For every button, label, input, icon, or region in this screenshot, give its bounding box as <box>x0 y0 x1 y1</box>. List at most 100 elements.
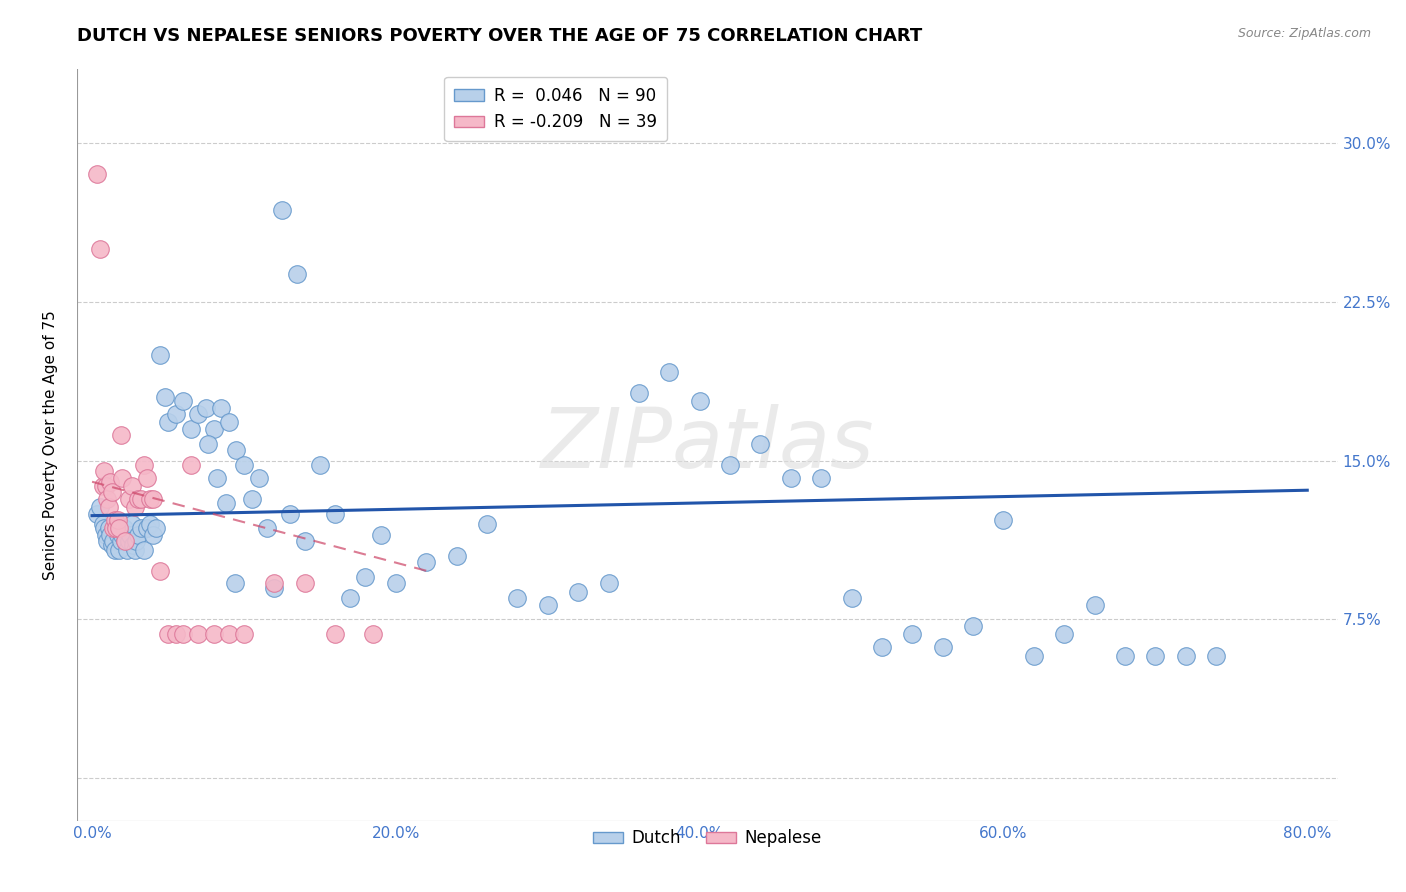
Point <box>1084 598 1107 612</box>
Point <box>209 401 232 415</box>
Point <box>202 627 225 641</box>
Point <box>263 576 285 591</box>
Point <box>224 576 246 591</box>
Point <box>118 527 141 541</box>
Point <box>294 576 316 591</box>
Point <box>111 527 134 541</box>
Text: ZIPatlas: ZIPatlas <box>540 404 875 485</box>
Point <box>218 416 240 430</box>
Point <box>537 598 560 612</box>
Point <box>104 513 127 527</box>
Point <box>117 491 139 506</box>
Text: Source: ZipAtlas.com: Source: ZipAtlas.com <box>1237 27 1371 40</box>
Point <box>841 591 863 606</box>
Point <box>108 521 131 535</box>
Point <box>97 521 120 535</box>
Point <box>779 470 801 484</box>
Point <box>142 491 165 506</box>
Point <box>240 491 263 506</box>
Point <box>1114 648 1136 663</box>
Point <box>117 534 139 549</box>
Point <box>129 491 152 506</box>
Point <box>114 534 136 549</box>
Point <box>233 458 256 472</box>
Point <box>165 627 187 641</box>
Point <box>108 542 131 557</box>
Point <box>598 576 620 591</box>
Point <box>124 542 146 557</box>
Point <box>256 521 278 535</box>
Point <box>1144 648 1167 663</box>
Point <box>627 385 650 400</box>
Point <box>962 619 984 633</box>
Legend: Dutch, Nepalese: Dutch, Nepalese <box>586 822 828 854</box>
Point <box>658 365 681 379</box>
Point <box>180 458 202 472</box>
Point <box>285 267 308 281</box>
Point <box>323 627 346 641</box>
Point <box>718 458 741 472</box>
Point <box>197 436 219 450</box>
Point <box>567 585 589 599</box>
Point <box>94 479 117 493</box>
Point <box>1174 648 1197 663</box>
Point <box>309 458 332 472</box>
Point <box>129 521 152 535</box>
Point <box>385 576 408 591</box>
Point <box>127 527 149 541</box>
Point <box>294 534 316 549</box>
Point <box>225 442 247 457</box>
Point <box>132 542 155 557</box>
Point <box>114 534 136 549</box>
Point <box>931 640 953 654</box>
Point <box>104 542 127 557</box>
Point <box>339 591 361 606</box>
Y-axis label: Seniors Poverty Over the Age of 75: Seniors Poverty Over the Age of 75 <box>44 310 58 580</box>
Point <box>415 555 437 569</box>
Point <box>107 527 129 541</box>
Point <box>93 521 115 535</box>
Point <box>86 507 108 521</box>
Point <box>94 527 117 541</box>
Point <box>271 203 294 218</box>
Point <box>263 581 285 595</box>
Point <box>97 500 120 515</box>
Point <box>149 348 172 362</box>
Point <box>810 470 832 484</box>
Point <box>1053 627 1076 641</box>
Point <box>475 517 498 532</box>
Point <box>91 517 114 532</box>
Point <box>122 538 145 552</box>
Point <box>205 470 228 484</box>
Point <box>749 436 772 450</box>
Point <box>121 479 143 493</box>
Point <box>370 527 392 541</box>
Point <box>125 534 148 549</box>
Point <box>1205 648 1227 663</box>
Point <box>111 470 134 484</box>
Point <box>103 521 125 535</box>
Point <box>172 627 194 641</box>
Point <box>215 496 238 510</box>
Point <box>93 464 115 478</box>
Point <box>135 521 157 535</box>
Point <box>107 513 129 527</box>
Point <box>165 407 187 421</box>
Point <box>323 507 346 521</box>
Point <box>202 422 225 436</box>
Point <box>96 534 118 549</box>
Point <box>149 564 172 578</box>
Point <box>247 470 270 484</box>
Point <box>139 517 162 532</box>
Point <box>96 491 118 506</box>
Point <box>446 549 468 563</box>
Point <box>101 485 124 500</box>
Point <box>506 591 529 606</box>
Point <box>132 458 155 472</box>
Point <box>98 475 121 489</box>
Point <box>115 542 138 557</box>
Point <box>187 407 209 421</box>
Point <box>110 428 132 442</box>
Point <box>156 416 179 430</box>
Point <box>91 479 114 493</box>
